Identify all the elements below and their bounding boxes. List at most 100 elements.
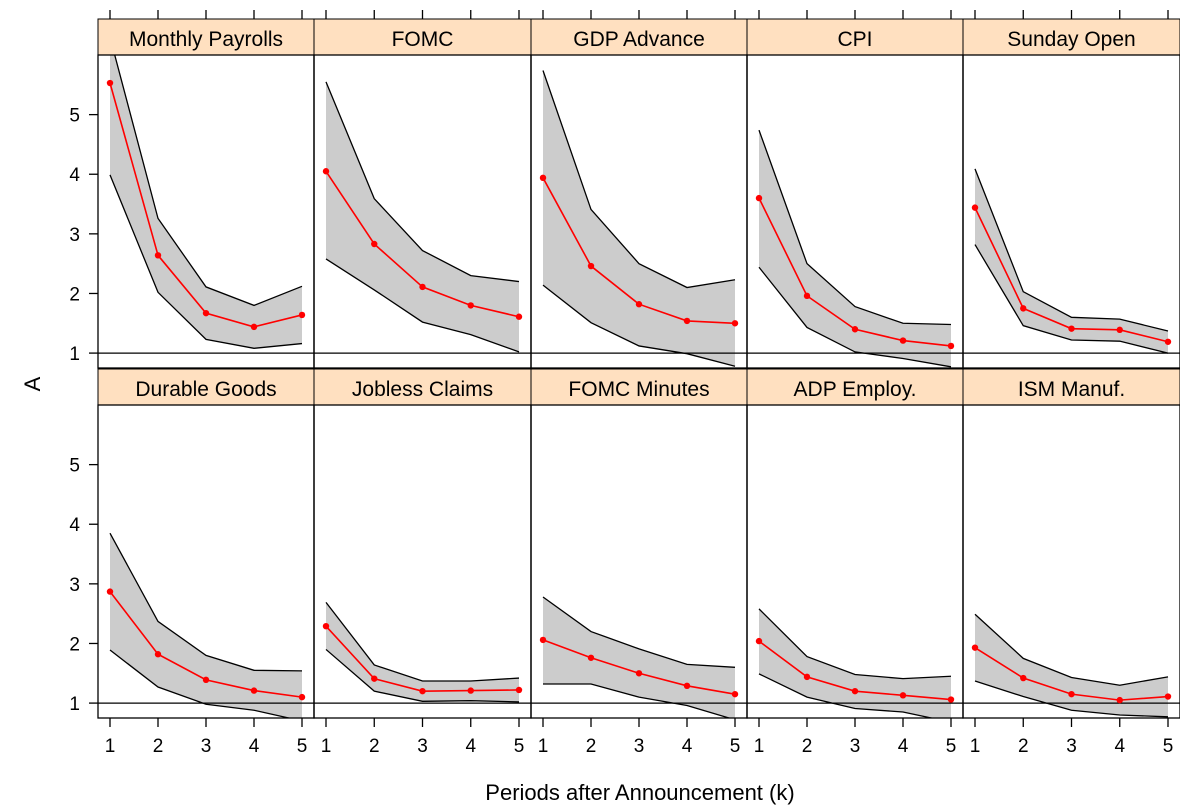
panel-strip — [746, 18, 964, 56]
panel-title: ADP Employ. — [794, 378, 917, 401]
estimate-point — [1068, 690, 1075, 698]
lower-bound-line — [542, 284, 736, 367]
estimate-point — [1164, 338, 1172, 345]
estimate-point — [803, 292, 811, 300]
estimate-point — [515, 313, 523, 320]
lower-bound-line — [543, 683, 732, 718]
x-tick-label: 2 — [586, 736, 597, 757]
x-tick-label: 2 — [1018, 736, 1029, 757]
panel-plot-area — [747, 608, 963, 718]
lower-bound-line — [974, 680, 1169, 718]
estimate-point — [515, 686, 523, 694]
confidence-band — [759, 608, 951, 718]
panel-title: Jobless Claims — [352, 378, 493, 401]
panel-strip — [313, 368, 532, 406]
estimate-point — [250, 687, 258, 694]
estimate-point — [1164, 693, 1172, 700]
x-tick-label: 5 — [297, 736, 308, 757]
estimate-point — [250, 323, 258, 331]
panel: Sunday Open — [962, 10, 1180, 369]
panel: Durable Goods 1 2 3 4 5 1 2 3 4 5 — [69, 368, 315, 757]
estimate-point — [947, 342, 955, 350]
estimate-point — [755, 637, 763, 645]
panel: Jobless Claims 1 2 3 4 5 — [313, 368, 532, 757]
x-tick-label: 5 — [514, 736, 525, 757]
x-tick-label: 5 — [1163, 736, 1174, 757]
upper-bound-line — [974, 613, 1169, 686]
panel-plot-area — [531, 70, 747, 367]
lower-bound-line — [758, 266, 952, 368]
y-tick-label: 4 — [69, 515, 80, 536]
upper-bound-line — [114, 55, 303, 307]
lower-bound-line — [758, 673, 935, 718]
estimate-point — [539, 174, 547, 182]
estimate-point — [419, 283, 426, 291]
estimate-point — [298, 693, 306, 701]
x-tick-label: 2 — [802, 736, 813, 757]
estimate-point — [202, 676, 210, 684]
estimate-point — [587, 654, 595, 661]
estimate-point — [539, 636, 547, 644]
estimate-point — [371, 675, 378, 682]
estimate-point — [683, 317, 691, 325]
x-tick-label: 1 — [754, 736, 765, 757]
estimate-point — [106, 79, 114, 87]
panel-plot-area — [963, 613, 1180, 718]
estimate-point — [106, 588, 114, 595]
estimate-point — [298, 311, 306, 319]
y-tick-label: 2 — [69, 634, 80, 655]
estimate-point — [947, 696, 955, 703]
confidence-band — [759, 130, 951, 367]
confidence-band — [543, 70, 735, 367]
panel-plot-area — [963, 168, 1180, 354]
confidence-band — [326, 602, 519, 702]
panel: ADP Employ. 1 2 3 4 5 — [746, 368, 964, 757]
y-axis-label: A — [20, 376, 45, 391]
confidence-band — [110, 533, 302, 718]
y-tick-label: 2 — [69, 284, 80, 305]
lower-bound-line — [325, 258, 520, 353]
panel-plot-area — [531, 596, 747, 718]
panel-title: FOMC — [392, 28, 454, 51]
panel: FOMC Minutes 1 2 3 4 5 — [530, 368, 748, 757]
estimate-point — [731, 320, 739, 327]
estimate-point — [635, 670, 643, 677]
panel-strip — [746, 368, 964, 406]
estimate-point — [683, 682, 691, 690]
estimate-point — [1020, 674, 1027, 682]
estimate-point — [322, 168, 330, 175]
x-tick-label: 1 — [970, 736, 981, 757]
confidence-band — [975, 614, 1168, 717]
lower-bound-line — [974, 244, 1169, 354]
x-tick-label: 5 — [946, 736, 957, 757]
estimate-point — [971, 644, 979, 651]
estimate-point — [202, 309, 210, 317]
estimate-point — [1068, 325, 1075, 332]
upper-bound-line — [325, 81, 520, 283]
x-axis-label: Periods after Announcement (k) — [485, 780, 794, 805]
x-tick-label: 4 — [682, 736, 693, 757]
x-tick-label: 1 — [321, 736, 332, 757]
estimate-point — [971, 204, 979, 211]
panel: ISM Manuf. 1 2 3 4 5 — [962, 368, 1180, 757]
estimate-point — [851, 687, 859, 695]
panel-plot-area — [314, 81, 531, 354]
estimate-point — [899, 692, 907, 699]
estimate-point — [154, 252, 162, 259]
estimate-point — [419, 687, 426, 695]
lower-bound-line — [109, 649, 292, 718]
lower-bound-line — [109, 174, 303, 349]
lower-bound-line — [325, 648, 520, 703]
estimate-point — [755, 194, 763, 202]
x-tick-label: 1 — [538, 736, 549, 757]
x-tick-label: 2 — [153, 736, 164, 757]
estimate-point — [851, 326, 859, 333]
estimate-point — [731, 690, 739, 698]
upper-bound-line — [109, 532, 303, 672]
panel: CPI — [746, 10, 964, 369]
confidence-band — [543, 596, 735, 718]
estimate-point — [635, 301, 643, 308]
x-tick-label: 4 — [1114, 736, 1125, 757]
panel-plot-area — [314, 601, 531, 704]
